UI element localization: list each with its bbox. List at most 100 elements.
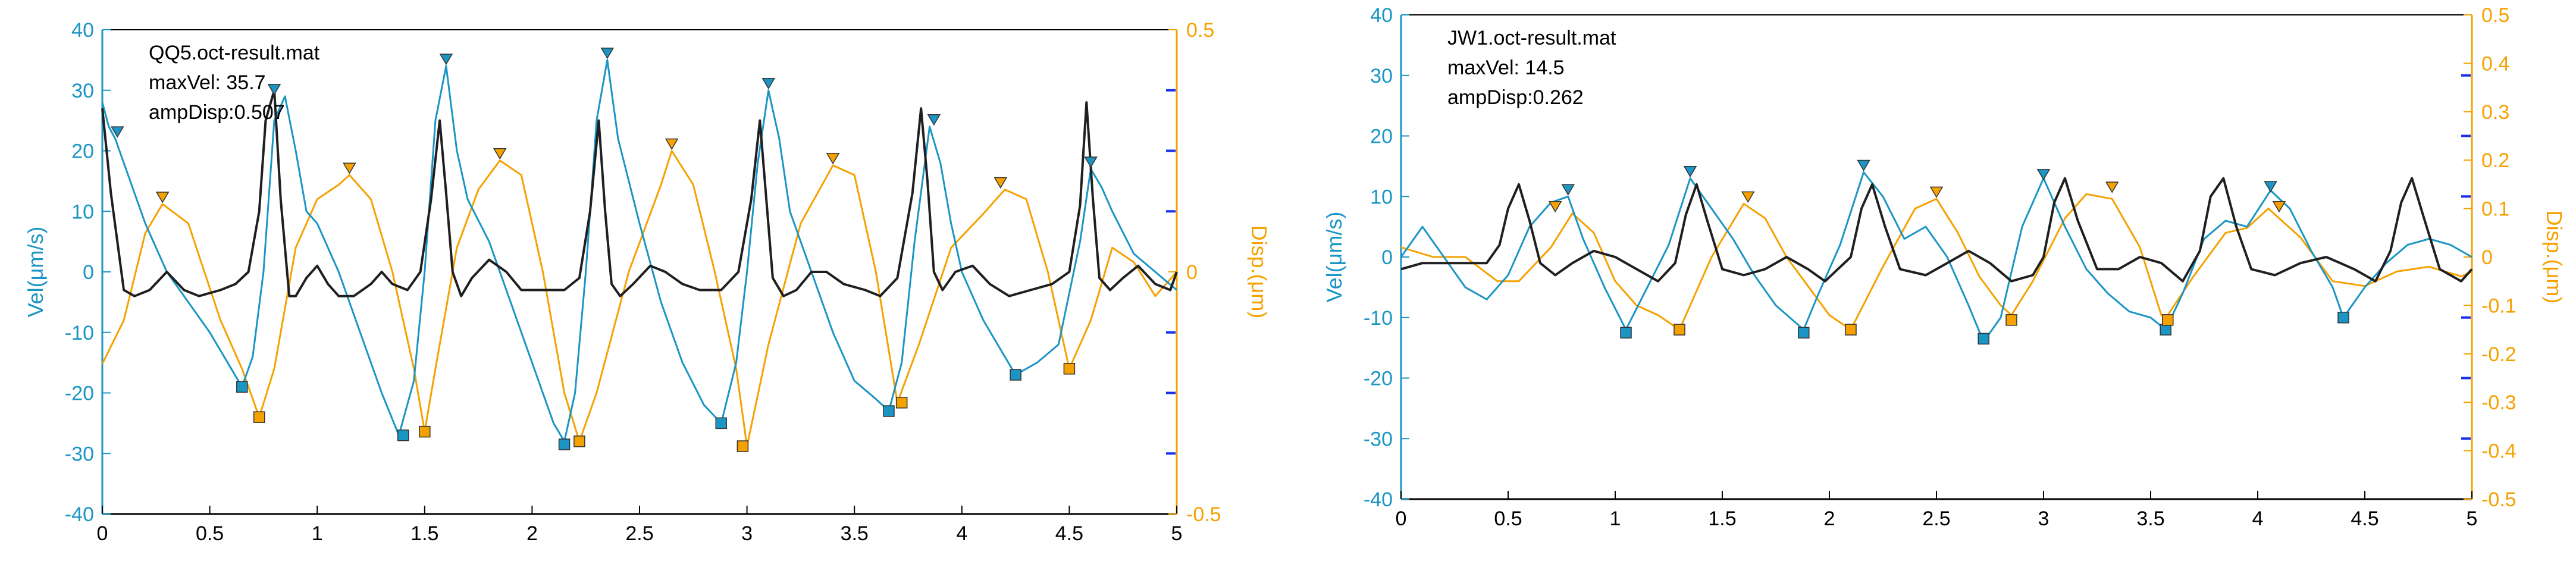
x-tick-label: 1.5: [1708, 507, 1736, 530]
right-y-tick-label: -0.5: [1186, 503, 1221, 526]
left-y-tick-label: 10: [1370, 186, 1393, 208]
right-y-tick-label: 0.5: [1186, 19, 1214, 42]
vel-peak-marker: [761, 78, 776, 90]
disp-peak-marker: [1548, 200, 1562, 213]
left-y-tick-label: -30: [65, 443, 94, 465]
vel-peak-marker: [927, 114, 941, 126]
left-y-tick-label: -40: [65, 503, 94, 526]
series-disp-line: [1400, 193, 2472, 331]
vel-trough-marker: [2337, 312, 2349, 324]
x-tick-label: 4.5: [1055, 522, 1083, 545]
left-y-tick-label: -10: [65, 322, 94, 344]
disp-trough-marker: [895, 397, 908, 409]
vel-trough-marker: [1978, 333, 1989, 345]
disp-trough-marker: [737, 440, 749, 452]
x-tick-label: 0: [97, 522, 108, 545]
disp-peak-marker: [2105, 181, 2119, 193]
vel-trough-marker: [236, 381, 248, 393]
disp-trough-marker: [574, 435, 585, 447]
disp-peak-marker: [343, 162, 356, 174]
info-text-line: ampDisp:0.262: [1447, 86, 1584, 109]
x-tick-label: 1: [312, 522, 323, 545]
series-vel-line: [1400, 171, 2472, 343]
left-y-tick-label: -30: [1364, 428, 1393, 450]
disp-trough-marker: [2005, 314, 2017, 326]
disp-peak-marker: [665, 138, 679, 150]
right-y-tick-label: -0.4: [2481, 440, 2517, 463]
left-y-tick-label: 0: [1381, 246, 1393, 269]
right-y-tick-label: -0.2: [2481, 343, 2517, 366]
chart-right: 0 0.5 1 1.5 2 2.5 3 3.5 4 4.5 5 -40 -30 -20 -10 0 10 20 30…: [1322, 4, 2566, 530]
disp-trough-marker: [1674, 324, 1685, 336]
vel-peak-marker: [1683, 165, 1697, 178]
vel-trough-marker: [1798, 327, 1810, 339]
vel-peak-marker: [110, 126, 124, 138]
vel-trough-marker: [558, 438, 571, 450]
left-y-tick-label: 20: [71, 140, 94, 163]
vel-peak-marker: [1561, 184, 1575, 196]
x-tick-label: 1.5: [410, 522, 438, 545]
x-tick-label: 3: [2038, 507, 2049, 530]
chart-left: 0 0.5 1 1.5 2 2.5 3 3.5 4 4.5 5 -40 -30 -20 -10 0 10 20 30…: [23, 19, 1271, 545]
left-y-tick-label: -20: [65, 383, 94, 405]
x-tick-label: 3.5: [2136, 507, 2164, 530]
right-y-tick-label: 0.1: [2481, 198, 2509, 221]
x-tick-label: 1: [1610, 507, 1621, 530]
x-tick-label: 2: [1824, 507, 1835, 530]
x-tick-label: 3.5: [841, 522, 869, 545]
vel-trough-marker: [715, 417, 728, 430]
x-tick-label: 4.5: [2351, 507, 2378, 530]
disp-trough-marker: [253, 411, 265, 423]
vel-trough-marker: [1010, 369, 1021, 381]
info-text-line: QQ5.oct-result.mat: [149, 42, 320, 64]
series-ref-line: [101, 89, 1178, 297]
right-y-tick-label: 0: [1186, 261, 1198, 284]
vel-peak-marker: [2036, 169, 2051, 181]
left-y-tick-label: 30: [1370, 65, 1393, 87]
disp-trough-marker: [419, 425, 431, 438]
left-y-tick-label: 10: [71, 200, 94, 223]
right-y-tick-label: -0.5: [2481, 488, 2517, 511]
x-tick-label: 2.5: [625, 522, 653, 545]
disp-peak-marker: [155, 192, 170, 203]
vel-trough-marker: [883, 405, 895, 417]
right-y-tick-label: 0: [2481, 246, 2493, 269]
left-y-tick-label: 40: [71, 19, 94, 42]
vel-peak-marker: [600, 48, 615, 59]
disp-peak-marker: [826, 153, 840, 165]
right-y-axis-label: Disp.(μm): [2542, 211, 2566, 304]
x-tick-label: 4: [2252, 507, 2264, 530]
disp-peak-marker: [2272, 200, 2286, 213]
vel-trough-marker: [2160, 324, 2171, 336]
series-vel-line: [101, 59, 1177, 443]
info-text-line: ampDisp:0.507: [149, 101, 285, 124]
disp-peak-marker: [1929, 186, 1944, 198]
x-tick-label: 4: [956, 522, 967, 545]
disp-trough-marker: [1063, 363, 1076, 375]
info-text-line: JW1.oct-result.mat: [1447, 27, 1616, 49]
left-y-tick-label: 20: [1370, 126, 1393, 148]
disp-trough-marker: [2162, 314, 2174, 326]
x-tick-label: 0.5: [196, 522, 224, 545]
x-tick-label: 3: [741, 522, 753, 545]
vel-peak-marker: [267, 84, 281, 96]
right-y-tick-label: 0.3: [2481, 101, 2509, 124]
x-tick-label: 2.5: [1922, 507, 1950, 530]
x-tick-label: 2: [527, 522, 538, 545]
right-y-axis-label: Disp.(μm): [1247, 225, 1271, 319]
right-y-tick-label: -0.3: [2481, 391, 2517, 414]
left-y-tick-label: -10: [1364, 307, 1393, 330]
left-y-tick-label: 0: [83, 261, 94, 284]
vel-peak-marker: [1857, 159, 1870, 172]
disp-peak-marker: [1741, 191, 1755, 203]
right-y-tick-label: 0.4: [2481, 52, 2509, 75]
disp-peak-marker: [994, 177, 1008, 189]
left-y-tick-label: -40: [1364, 488, 1393, 511]
left-y-tick-label: 30: [71, 80, 94, 102]
left-y-tick-label: 40: [1370, 4, 1393, 27]
disp-trough-marker: [1845, 324, 1857, 336]
vel-peak-marker: [2264, 181, 2277, 193]
right-y-tick-label: 0.2: [2481, 149, 2509, 172]
vel-peak-marker: [439, 54, 453, 65]
